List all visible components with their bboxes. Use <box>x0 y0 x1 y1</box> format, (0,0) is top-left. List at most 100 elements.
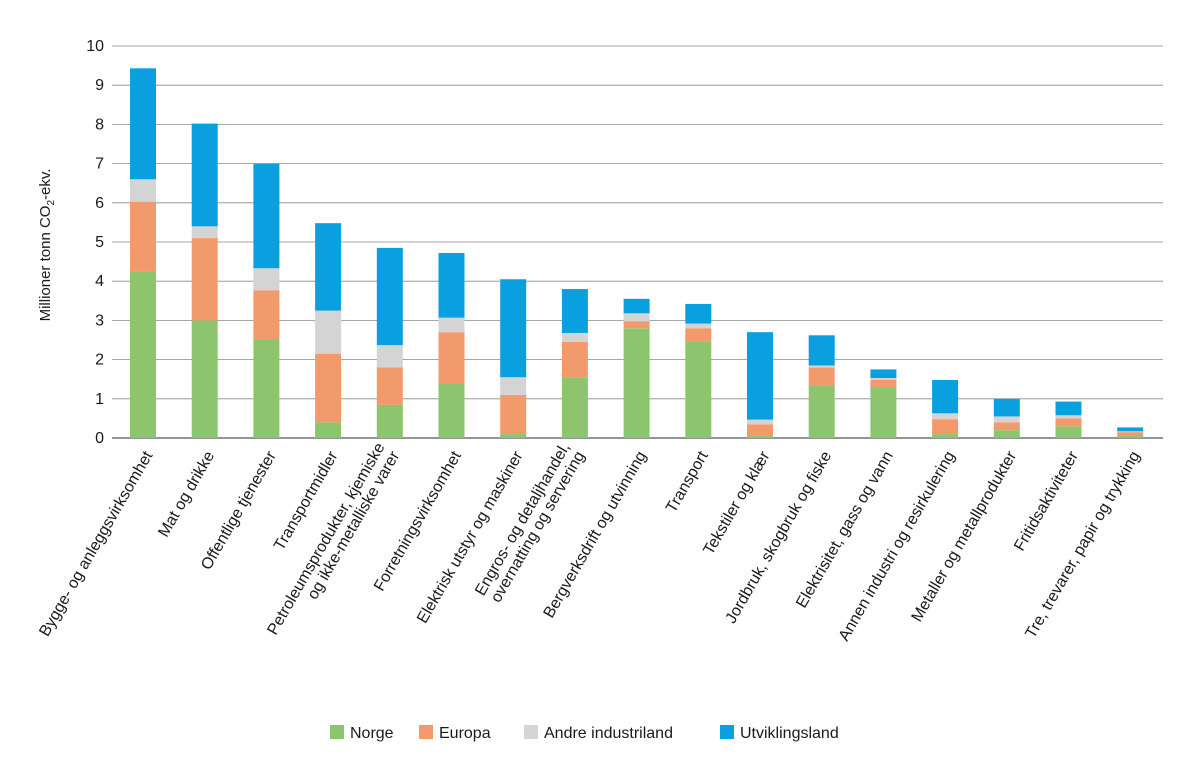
x-tick-label-group: Jordbruk, skogbruk og fiske <box>723 448 836 626</box>
bar-segment <box>438 383 465 438</box>
legend-swatch <box>524 725 538 739</box>
bar-segment <box>685 328 712 342</box>
bar-segment <box>870 387 897 438</box>
bar-segment <box>130 179 156 202</box>
legend-swatch <box>330 725 344 739</box>
bar-segment <box>623 328 650 438</box>
bar-segment <box>191 320 218 438</box>
bar-segment <box>376 404 403 438</box>
bar-segment <box>130 201 156 272</box>
x-tick-label: Annen industri og resirkulering <box>836 449 959 645</box>
bar-segment <box>500 377 527 395</box>
bar-segment <box>747 419 773 425</box>
bar-segment <box>376 247 403 346</box>
bar-segment <box>376 345 403 368</box>
bar-segment <box>130 68 156 180</box>
bar-segment <box>932 413 959 420</box>
bar-segment <box>561 289 588 333</box>
x-tick-label-group: Annen industri og resirkulering <box>836 449 959 645</box>
x-tick-label: Tre, trevarer, papir og trykking <box>1023 449 1144 642</box>
legend-label: Utviklingsland <box>740 725 839 742</box>
bar-segment <box>1055 401 1082 416</box>
bar-segment <box>870 369 897 379</box>
bar-segment <box>315 223 342 311</box>
bar-segment <box>500 279 527 378</box>
bar-segment <box>561 332 588 342</box>
y-tick-label: 0 <box>95 430 104 447</box>
x-tick-label: Transport <box>663 448 712 516</box>
bar-segment <box>623 298 650 314</box>
bar-segment <box>315 353 342 423</box>
bar-segment <box>1055 426 1082 438</box>
bar-segment <box>376 367 403 405</box>
y-tick-label: 6 <box>95 195 104 212</box>
bar-segment <box>747 436 773 438</box>
y-tick-label: 2 <box>95 352 104 369</box>
bar-segment <box>561 341 588 378</box>
legend-label: Europa <box>439 725 491 742</box>
bars <box>130 68 1144 438</box>
legend-swatch <box>419 725 433 739</box>
x-tick-label: Metaller og metallprodukter <box>909 448 1021 625</box>
x-tick-label-group: Tekstiler og klær <box>700 448 773 558</box>
bar-segment <box>253 290 280 340</box>
bar-segment <box>685 303 712 324</box>
bar-segment <box>1117 427 1144 432</box>
bar-segment <box>130 271 156 438</box>
bar-segment <box>747 424 773 437</box>
bar-segment <box>1055 418 1082 427</box>
bar-segment <box>1117 436 1144 438</box>
bar-segment <box>253 163 280 269</box>
y-tick-label: 9 <box>95 77 104 94</box>
bar-segment <box>438 332 465 384</box>
bar-segment <box>932 379 959 414</box>
x-tick-label-group: Fritidsaktiviteter <box>1011 448 1082 554</box>
bar-segment <box>438 252 465 318</box>
bar-segment <box>1117 432 1144 437</box>
bar-segment <box>808 385 835 438</box>
bar-segment <box>191 226 218 239</box>
y-axis-label: Millioner tonn CO2-ekv. <box>37 169 57 322</box>
bar-segment <box>623 321 650 329</box>
y-tick-labels: 0 1 2 3 4 5 6 7 8 9 10 <box>86 38 104 447</box>
x-tick-label: Jordbruk, skogbruk og fiske <box>723 448 836 626</box>
bar-segment <box>1117 431 1144 433</box>
bar-segment <box>685 323 712 329</box>
bar-segment <box>191 123 218 227</box>
x-tick-label-group: Bygge- og anleggsvirksomhet <box>36 448 156 640</box>
bar-segment <box>993 416 1020 423</box>
bar-segment <box>500 394 527 435</box>
bar-segment <box>932 419 959 435</box>
bar-segment <box>1055 415 1082 419</box>
y-tick-label: 4 <box>95 273 104 290</box>
x-tick-label: Bygge- og anleggsvirksomhet <box>36 448 156 640</box>
x-tick-label: Fritidsaktiviteter <box>1011 448 1082 554</box>
bar-segment <box>808 365 835 368</box>
y-tick-label: 7 <box>95 156 104 173</box>
x-tick-label-group: Mat og drikke <box>155 448 218 540</box>
y-tick-label: 8 <box>95 116 104 133</box>
bar-segment <box>870 378 897 380</box>
bar-segment <box>870 379 897 388</box>
bar-segment <box>191 238 218 321</box>
x-tick-label: Tekstiler og klær <box>700 448 773 558</box>
bar-segment <box>808 367 835 386</box>
bar-segment <box>993 430 1020 438</box>
x-tick-label-group: Transport <box>663 448 712 516</box>
bar-segment <box>993 422 1020 431</box>
bar-segment <box>315 422 342 438</box>
y-tick-label: 3 <box>95 312 104 329</box>
bar-segment <box>685 341 712 438</box>
legend-swatch <box>720 725 734 739</box>
bar-segment <box>315 310 342 354</box>
bar-segment <box>253 340 280 438</box>
x-tick-label: Mat og drikke <box>155 448 218 540</box>
y-tick-label: 1 <box>95 391 104 408</box>
gridlines <box>112 45 1163 439</box>
bar-segment <box>253 268 280 291</box>
x-tick-label-group: Tre, trevarer, papir og trykking <box>1023 449 1144 642</box>
x-tick-label-group: Metaller og metallprodukter <box>909 448 1021 625</box>
bar-segment <box>993 398 1020 417</box>
